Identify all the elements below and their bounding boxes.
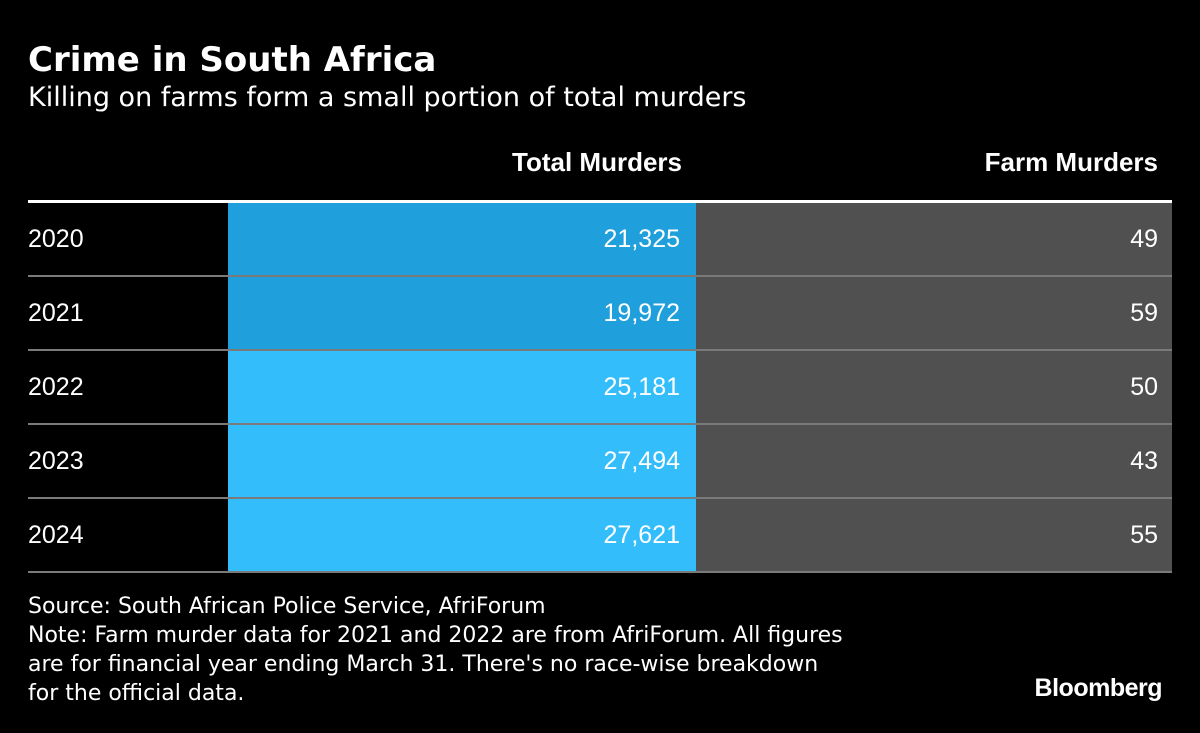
column-header-total-murders: Total Murders xyxy=(512,147,682,177)
farm-murders-cell: 50 xyxy=(696,351,1172,423)
row-year-label: 2024 xyxy=(28,521,84,549)
row-year-label: 2023 xyxy=(28,447,84,475)
table-header: Total Murders Farm Murders xyxy=(28,136,1172,203)
chart-title: Crime in South Africa xyxy=(28,40,437,80)
total-murders-cell: 25,181 xyxy=(228,351,696,423)
note-line: Note: Farm murder data for 2021 and 2022… xyxy=(28,623,843,648)
row-year-label: 2022 xyxy=(28,373,84,401)
source-text: Source: South African Police Service, Af… xyxy=(28,594,546,619)
table-row: 2022 25,181 50 xyxy=(28,351,1172,425)
note-line: are for financial year ending March 31. … xyxy=(28,652,819,677)
chart-subtitle: Killing on farms form a small portion of… xyxy=(28,82,747,113)
murders-table: Total Murders Farm Murders 2020 21,325 49 2… xyxy=(28,136,1172,573)
total-murders-cell: 21,325 xyxy=(228,203,696,275)
farm-murders-cell: 55 xyxy=(696,499,1172,571)
total-murders-cell: 27,621 xyxy=(228,499,696,571)
farm-murders-cell: 49 xyxy=(696,203,1172,275)
table-row: 2020 21,325 49 xyxy=(28,203,1172,277)
table-body: 2020 21,325 49 2021 19,972 59 2022 25,181 50 2023… xyxy=(28,203,1172,573)
row-year-label: 2020 xyxy=(28,225,84,253)
farm-murders-cell: 43 xyxy=(696,425,1172,497)
bloomberg-logo: Bloomberg xyxy=(1034,674,1163,702)
total-murders-cell: 27,494 xyxy=(228,425,696,497)
chart-footer: Source: South African Police Service, Af… xyxy=(28,592,948,708)
note-line: for the official data. xyxy=(28,681,245,706)
table-row: 2024 27,621 55 xyxy=(28,499,1172,573)
table-row: 2023 27,494 43 xyxy=(28,425,1172,499)
row-year-label: 2021 xyxy=(28,299,84,327)
column-header-farm-murders: Farm Murders xyxy=(984,147,1158,177)
total-murders-cell: 19,972 xyxy=(228,277,696,349)
farm-murders-cell: 59 xyxy=(696,277,1172,349)
table-row: 2021 19,972 59 xyxy=(28,277,1172,351)
